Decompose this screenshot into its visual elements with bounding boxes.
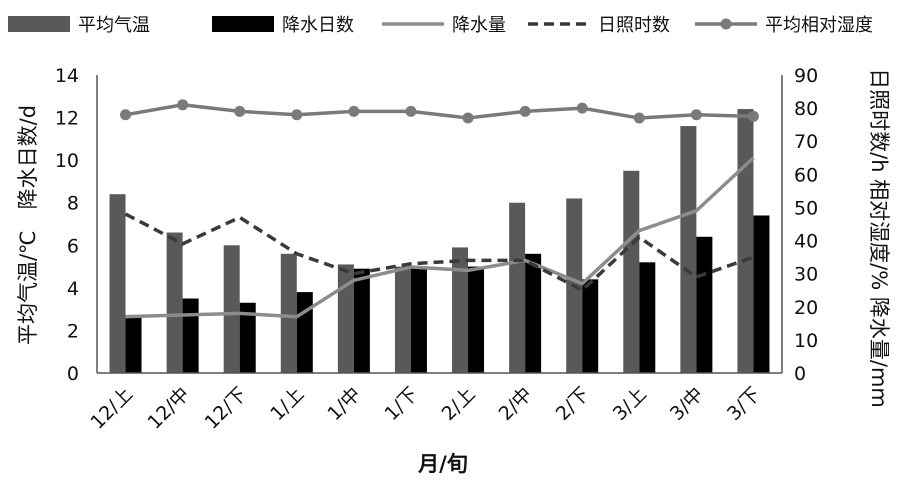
x-tick-label: 1/中 bbox=[323, 383, 365, 425]
x-tick-label: 2/上 bbox=[438, 383, 480, 425]
bar-rain-days bbox=[525, 253, 542, 373]
right-tick-label: 80 bbox=[794, 98, 818, 120]
humidity-point bbox=[576, 102, 588, 114]
legend-label: 平均气温 bbox=[78, 15, 150, 36]
bar-avg-temp bbox=[109, 194, 126, 373]
right-tick-label: 70 bbox=[794, 131, 818, 153]
right-tick-label: 10 bbox=[794, 330, 818, 352]
left-tick-label: 0 bbox=[67, 363, 79, 385]
line-precipitation bbox=[125, 156, 755, 319]
bar-rain-days bbox=[468, 266, 485, 373]
humidity-point bbox=[462, 112, 474, 124]
legend-label: 降水日数 bbox=[282, 15, 354, 36]
left-tick-label: 14 bbox=[55, 65, 79, 87]
left-tick-label: 12 bbox=[55, 108, 79, 130]
x-axis-title: 月/旬 bbox=[417, 452, 468, 476]
x-tick-label: 12/上 bbox=[86, 383, 137, 434]
legend-label: 平均相对湿度 bbox=[765, 15, 873, 36]
left-tick-label: 10 bbox=[55, 150, 79, 172]
right-tick-label: 60 bbox=[794, 164, 818, 186]
bar-rain-days bbox=[353, 268, 370, 373]
humidity-point bbox=[690, 109, 702, 121]
x-tick-label: 3/上 bbox=[609, 383, 651, 425]
left-tick-label: 6 bbox=[67, 235, 79, 257]
humidity-point bbox=[234, 105, 246, 117]
lines bbox=[120, 99, 759, 319]
bar-avg-temp bbox=[166, 232, 183, 373]
left-axis-title: 平均气温/℃ 降水日数/d bbox=[16, 105, 40, 345]
line-sunshine bbox=[124, 212, 755, 293]
x-tick-label: 12/中 bbox=[144, 383, 195, 434]
humidity-point bbox=[291, 109, 303, 121]
humidity-point bbox=[348, 105, 360, 117]
legend-swatch bbox=[8, 16, 70, 32]
right-tick-label: 50 bbox=[794, 197, 818, 219]
humidity-point bbox=[747, 110, 759, 122]
bar-rain-days bbox=[410, 266, 427, 373]
legend-swatch bbox=[212, 16, 274, 32]
bar-rain-days bbox=[296, 292, 313, 373]
bar-rain-days bbox=[239, 302, 256, 373]
right-tick-label: 0 bbox=[794, 363, 806, 385]
bar-avg-temp bbox=[680, 126, 697, 373]
bar-avg-temp bbox=[509, 202, 526, 373]
right-tick-label: 40 bbox=[794, 231, 818, 253]
humidity-point bbox=[177, 99, 189, 111]
x-tick-label: 1/下 bbox=[380, 383, 422, 425]
x-tick-label: 2/中 bbox=[495, 383, 537, 425]
legend-marker bbox=[720, 18, 732, 30]
humidity-point bbox=[405, 105, 417, 117]
bar-rain-days bbox=[753, 215, 770, 373]
x-tick-label: 1/上 bbox=[266, 383, 308, 425]
x-tick-label: 12/下 bbox=[201, 383, 252, 434]
left-tick-label: 4 bbox=[67, 278, 79, 300]
bar-avg-temp bbox=[394, 266, 411, 373]
bar-avg-temp bbox=[452, 247, 469, 373]
right-tick-label: 30 bbox=[794, 264, 818, 286]
legend: 平均气温 降水日数 降水量 日照时数 平均相对湿度 bbox=[8, 15, 873, 36]
right-tick-label: 20 bbox=[794, 297, 818, 319]
x-tick-label: 3/下 bbox=[723, 383, 765, 425]
bar-rain-days bbox=[696, 236, 713, 373]
left-tick-label: 8 bbox=[67, 193, 79, 215]
legend-label: 日照时数 bbox=[598, 15, 670, 36]
bars bbox=[109, 109, 770, 374]
x-tick-label: 2/下 bbox=[552, 383, 594, 425]
bar-avg-temp bbox=[223, 245, 240, 373]
axes bbox=[96, 75, 783, 374]
right-axis-title: 日照时数/h 相对湿度/% 降水量/mm bbox=[867, 68, 891, 408]
humidity-point bbox=[120, 109, 132, 121]
right-tick-label: 90 bbox=[794, 65, 818, 87]
legend-label: 降水量 bbox=[452, 15, 506, 36]
bar-rain-days bbox=[125, 317, 142, 373]
left-tick-label: 2 bbox=[67, 320, 79, 342]
bar-avg-temp bbox=[337, 264, 354, 373]
bar-rain-days bbox=[182, 298, 199, 373]
humidity-point bbox=[519, 105, 531, 117]
bar-rain-days bbox=[582, 279, 599, 373]
humidity-point bbox=[633, 112, 645, 124]
bar-rain-days bbox=[639, 262, 656, 373]
line-humidity bbox=[125, 103, 754, 120]
bar-avg-temp bbox=[280, 253, 297, 373]
x-tick-label: 3/中 bbox=[666, 383, 708, 425]
bar-avg-temp bbox=[623, 170, 640, 373]
bar-avg-temp bbox=[737, 109, 754, 374]
